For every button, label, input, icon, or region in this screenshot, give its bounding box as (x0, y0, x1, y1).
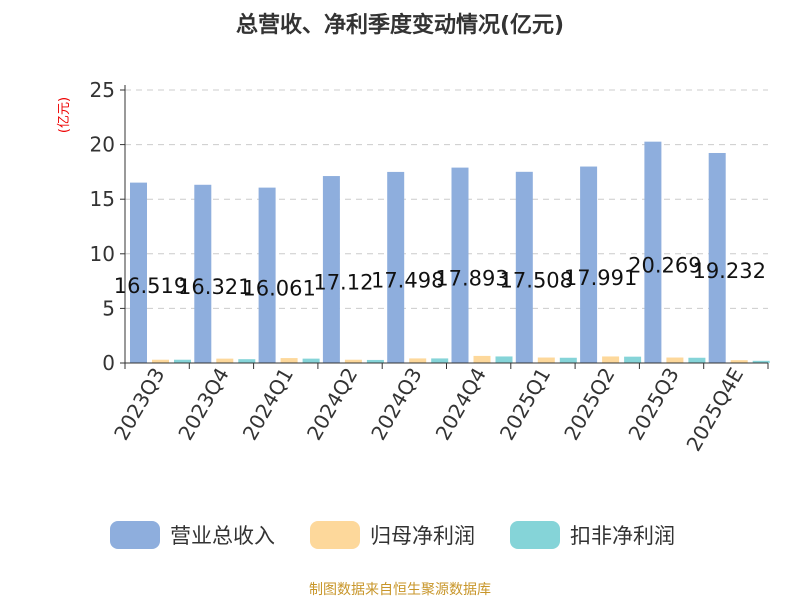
legend-label: 营业总收入 (170, 524, 275, 548)
bar (559, 357, 577, 363)
bar (174, 359, 191, 363)
data-label: 16.321 (178, 275, 251, 299)
chart-title: 总营收、净利季度变动情况(亿元) (236, 12, 564, 38)
bar (708, 152, 726, 363)
y-tick-label: 15 (90, 187, 115, 211)
x-tick-label: 2025Q1 (495, 364, 555, 445)
y-tick-label: 0 (102, 351, 115, 375)
bar (580, 166, 598, 363)
bar (130, 182, 147, 363)
data-label: 20.269 (628, 253, 701, 277)
data-label: 16.519 (114, 274, 187, 298)
data-label: 16.061 (242, 276, 315, 300)
bar (451, 167, 469, 363)
y-axis-label: (亿元) (57, 97, 72, 133)
data-label: 17.498 (371, 268, 444, 292)
bar (473, 355, 491, 363)
bar (409, 358, 427, 363)
x-tick-label: 2024Q1 (238, 364, 298, 445)
bar (344, 359, 362, 363)
bar (515, 171, 533, 363)
bar (602, 356, 620, 363)
legend-label: 归母净利润 (370, 524, 475, 548)
data-label: 17.893 (435, 266, 508, 290)
x-tick-label: 2025Q4E (681, 364, 748, 456)
y-tick-label: 25 (90, 78, 115, 102)
bar (495, 356, 513, 363)
x-tick-label: 2024Q4 (431, 364, 491, 445)
bar (302, 358, 320, 363)
bar (322, 176, 340, 363)
x-tick-label: 2023Q4 (173, 364, 233, 445)
data-label: 17.12 (313, 271, 373, 295)
y-tick-label: 5 (102, 296, 115, 320)
source-note: 制图数据来自恒生聚源数据库 (309, 582, 491, 598)
bar (752, 360, 770, 363)
bar (537, 357, 555, 363)
x-tick-label: 2023Q3 (109, 364, 169, 445)
bar (730, 360, 748, 363)
bar (431, 358, 449, 363)
y-tick-label: 20 (90, 133, 115, 157)
legend-item[interactable]: 扣非净利润 (510, 521, 675, 549)
data-label: 19.232 (692, 259, 765, 283)
bar (688, 357, 706, 363)
bar (624, 356, 642, 363)
bar (152, 359, 169, 363)
bar (258, 187, 276, 363)
x-tick-label: 2025Q2 (559, 364, 619, 445)
bar (280, 358, 298, 363)
bar (366, 359, 384, 363)
bar (216, 358, 234, 363)
legend-item[interactable]: 营业总收入 (110, 521, 275, 549)
bar (666, 357, 684, 363)
bar (238, 359, 256, 363)
x-tick-label: 2025Q3 (623, 364, 683, 445)
y-tick-label: 10 (90, 242, 115, 266)
data-label: 17.991 (564, 266, 637, 290)
legend-swatch (510, 521, 560, 549)
legend-swatch (310, 521, 360, 549)
legend-swatch (110, 521, 160, 549)
bar (194, 184, 212, 363)
bar (644, 141, 662, 363)
data-label: 17.508 (500, 268, 573, 292)
legend-item[interactable]: 归母净利润 (310, 521, 475, 549)
x-tick-label: 2024Q2 (302, 364, 362, 445)
legend-label: 扣非净利润 (570, 524, 675, 548)
bar (387, 171, 405, 363)
x-tick-label: 2024Q3 (366, 364, 426, 445)
